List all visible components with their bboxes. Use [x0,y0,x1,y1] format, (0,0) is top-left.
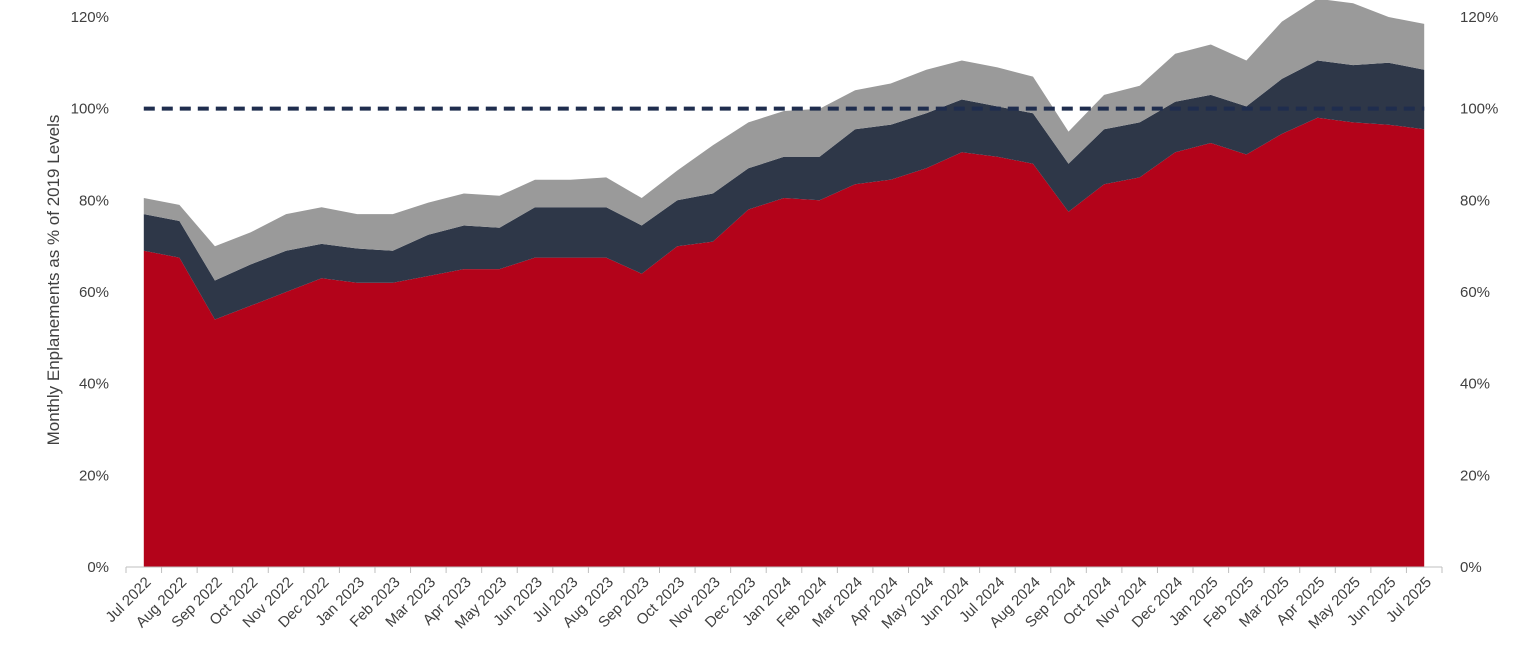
y-tick-label-right: 80% [1460,192,1490,209]
y-tick-label-left: 120% [71,9,109,26]
y-tick-label-right: 120% [1460,9,1498,26]
stacked-areas [143,0,1425,568]
y-tick-label-right: 100% [1460,101,1498,118]
y-tick-label-left: 40% [79,376,109,393]
y-tick-label-left: 100% [71,101,109,118]
y-tick-label-right: 60% [1460,284,1490,301]
axes [125,566,1443,573]
y-tick-label-left: 0% [87,559,109,576]
y-tick-label-left: 80% [79,192,109,209]
y-tick-label-left: 20% [79,467,109,484]
area-series-1 [143,117,1425,568]
y-tick-label-left: 60% [79,284,109,301]
y-tick-label-right: 0% [1460,559,1482,576]
y-axis-left-ticks: 0% 20% 40% 60% 80% 100% 120% [71,9,109,576]
y-axis-right-ticks: 0% 20% 40% 60% 80% 100% 120% [1460,9,1498,576]
y-tick-label-right: 40% [1460,376,1490,393]
y-axis-title: Monthly Enplanements as % of 2019 Levels [44,115,63,446]
area-series-2 [143,60,1425,320]
y-tick-label-right: 20% [1460,467,1490,484]
area-series-3 [143,0,1425,281]
